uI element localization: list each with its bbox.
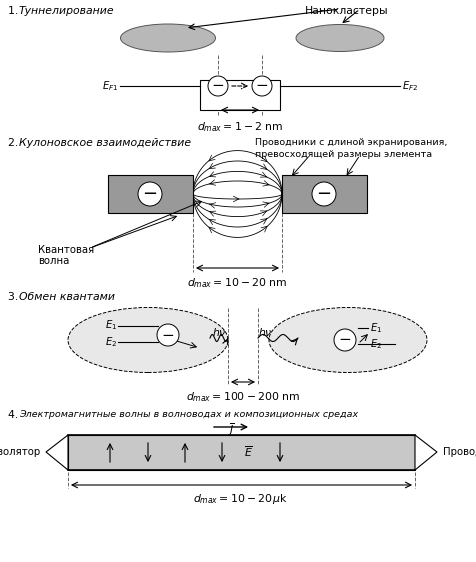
Text: 1.: 1. xyxy=(8,6,22,16)
Bar xyxy=(199,80,279,110)
Ellipse shape xyxy=(296,25,383,52)
Circle shape xyxy=(333,329,355,351)
Text: волна: волна xyxy=(38,256,69,266)
Polygon shape xyxy=(46,435,68,470)
Polygon shape xyxy=(414,435,436,470)
Text: 3.: 3. xyxy=(8,292,22,302)
Circle shape xyxy=(311,182,335,206)
Text: $E_{F2}$: $E_{F2}$ xyxy=(401,79,417,93)
Text: Электромагнитные волны в волноводах и композиционных средах: Электромагнитные волны в волноводах и ко… xyxy=(19,410,357,419)
Text: Кулоновское взаимодействие: Кулоновское взаимодействие xyxy=(19,138,191,148)
Text: −: − xyxy=(255,79,268,93)
Circle shape xyxy=(138,182,162,206)
Bar xyxy=(108,175,193,213)
Text: Обмен квантами: Обмен квантами xyxy=(19,292,115,302)
Text: $d_{max} = 10-20\ \mathrm{nm}$: $d_{max} = 10-20\ \mathrm{nm}$ xyxy=(187,276,287,290)
Text: Нанокластеры: Нанокластеры xyxy=(304,6,388,16)
Text: −: − xyxy=(142,185,157,203)
Text: $\overline{J}$: $\overline{J}$ xyxy=(227,421,234,438)
Text: Квантовая: Квантовая xyxy=(38,245,94,255)
Bar xyxy=(68,435,414,470)
Text: 4.: 4. xyxy=(8,410,22,420)
Bar xyxy=(281,175,366,213)
Text: $d_{max} = 1-2\ \mathrm{nm}$: $d_{max} = 1-2\ \mathrm{nm}$ xyxy=(197,120,283,134)
Text: $\overline{E}$: $\overline{E}$ xyxy=(243,445,252,459)
Text: −: − xyxy=(316,185,331,203)
Text: $E_1$: $E_1$ xyxy=(105,318,117,332)
Ellipse shape xyxy=(268,307,426,373)
Text: $E_1$: $E_1$ xyxy=(369,321,381,335)
Text: $E_2$: $E_2$ xyxy=(105,335,117,349)
Text: 2.: 2. xyxy=(8,138,22,148)
Text: $E_{F1}$: $E_{F1}$ xyxy=(101,79,118,93)
Text: −: − xyxy=(338,333,351,347)
Text: −: − xyxy=(211,79,224,93)
Circle shape xyxy=(251,76,271,96)
Text: Проводник: Проводник xyxy=(442,447,476,457)
Text: $d_{max} = 10-20\,\mu\mathrm{k}$: $d_{max} = 10-20\,\mu\mathrm{k}$ xyxy=(193,492,288,506)
Text: Изолятор: Изолятор xyxy=(0,447,40,457)
Text: Туннелирование: Туннелирование xyxy=(19,6,114,16)
Text: превосходящей размеры элемента: превосходящей размеры элемента xyxy=(255,150,431,159)
Circle shape xyxy=(157,324,178,346)
Circle shape xyxy=(208,76,228,96)
Text: Проводники с длиной экранирования,: Проводники с длиной экранирования, xyxy=(255,138,446,147)
Text: $h\nu$: $h\nu$ xyxy=(211,326,226,338)
Ellipse shape xyxy=(120,24,215,52)
Text: $h\nu$: $h\nu$ xyxy=(258,326,272,338)
Text: −: − xyxy=(161,328,174,342)
Text: $E_2$: $E_2$ xyxy=(369,337,381,351)
Text: $d_{max} = 100-200\ \mathrm{nm}$: $d_{max} = 100-200\ \mathrm{nm}$ xyxy=(186,390,299,404)
Ellipse shape xyxy=(68,307,228,373)
